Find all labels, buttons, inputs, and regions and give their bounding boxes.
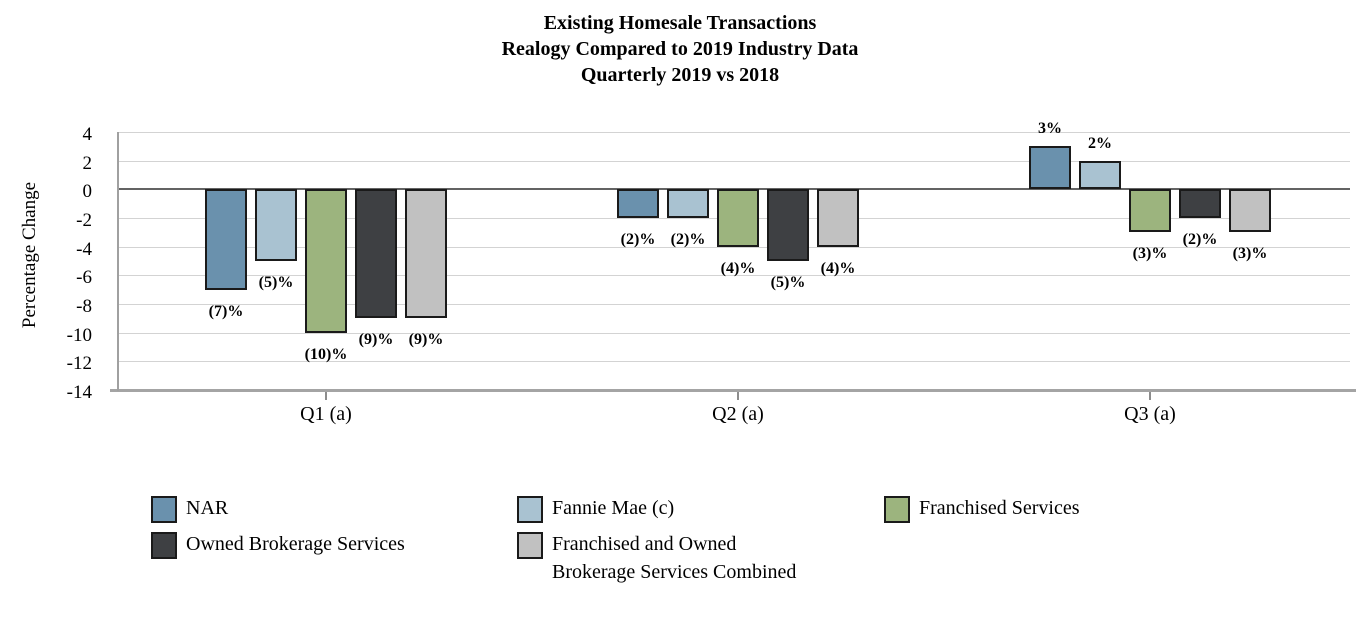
bar-value-label: (4)%	[820, 259, 856, 277]
gridline	[118, 160, 1350, 162]
y-tick-label: -12	[66, 353, 92, 375]
bar-value-label: (5)%	[770, 274, 806, 291]
bar-value-label: (2)%	[670, 231, 706, 248]
gridline	[118, 275, 1350, 277]
legend-item-nar: NAR	[151, 494, 228, 523]
legend-label-line2: Brokerage Services Combined	[552, 561, 797, 583]
nar-swatch-icon	[151, 496, 177, 523]
bar-q2-1	[617, 189, 659, 218]
bar-value-label: (2)%	[620, 231, 656, 248]
gridline	[118, 246, 1350, 248]
y-tick-label: 0	[82, 181, 93, 203]
x-category-label: Q2 (a)	[712, 403, 764, 425]
gridline	[118, 132, 1350, 133]
x-axis-line	[110, 389, 1356, 392]
bar-q3-5	[1229, 189, 1271, 233]
legend-label: NAR	[186, 497, 229, 519]
legend-label-line1: Franchised and Owned	[552, 533, 737, 555]
chart-title-line3: Quarterly 2019 vs 2018	[580, 64, 780, 86]
legend-label: Owned Brokerage Services	[186, 533, 405, 555]
bar-q2-5	[817, 189, 859, 247]
chart-title-line1: Existing Homesale Transactions	[543, 12, 817, 34]
gridline	[118, 304, 1350, 305]
bar-value-label: 3%	[1038, 120, 1062, 138]
gridline	[118, 332, 1350, 334]
y-tick-label: -8	[76, 296, 92, 317]
bar-q1-2	[255, 189, 297, 261]
bar-q2-4	[767, 189, 809, 261]
plot-left-border	[117, 132, 119, 391]
bar-value-label: (3)%	[1232, 245, 1268, 263]
bar-value-label: (7)%	[208, 302, 244, 320]
bar-value-label: (9)%	[358, 331, 394, 349]
y-tick-label: -6	[76, 267, 92, 289]
bar-q3-4	[1179, 189, 1221, 218]
x-axis-tick	[737, 392, 739, 400]
bar-value-label: (5)%	[258, 274, 294, 291]
bar-q3-3	[1129, 189, 1171, 233]
chart-title-line2: Realogy Compared to 2019 Industry Data	[501, 38, 859, 60]
bar-value-label: (3)%	[1132, 245, 1168, 263]
legend-item-owned-brokerage: Owned Brokerage Services	[151, 530, 405, 559]
bar-q3-2	[1079, 160, 1121, 190]
legend-label: Fannie Mae (c)	[552, 497, 675, 519]
legend-label: Franchised and Owned Brokerage Services …	[552, 530, 796, 586]
legend-item-fannie-mae: Fannie Mae (c)	[517, 494, 674, 523]
bar-value-label: (10)%	[304, 345, 348, 363]
y-tick-label: -2	[76, 210, 92, 231]
bar-q1-3	[305, 189, 347, 333]
bar-q1-5	[405, 189, 447, 319]
x-category-label: Q1 (a)	[300, 403, 352, 425]
y-tick-label: 4	[82, 124, 93, 145]
x-axis-tick	[1149, 392, 1151, 400]
bar-value-label: (4)%	[720, 259, 756, 277]
bar-q1-4	[355, 189, 397, 319]
y-tick-label: 2	[82, 152, 93, 174]
bar-q2-2	[667, 189, 709, 218]
combined-swatch-icon	[517, 532, 543, 559]
gridline	[118, 361, 1350, 363]
legend-item-combined: Franchised and Owned Brokerage Services …	[517, 530, 796, 586]
y-tick-label: -4	[76, 238, 92, 260]
franchised-services-swatch-icon	[884, 496, 910, 523]
bar-value-label: (9)%	[408, 331, 444, 349]
fannie-mae-swatch-icon	[517, 496, 543, 523]
bar-q3-1	[1029, 146, 1071, 190]
x-category-label: Q3 (a)	[1124, 403, 1176, 425]
bar-value-label: 2%	[1088, 134, 1112, 152]
bar-q1-1	[205, 189, 247, 290]
legend-item-franchised-services: Franchised Services	[884, 494, 1080, 523]
chart-title: Existing Homesale Transactions Realogy C…	[0, 10, 1360, 88]
bar-value-label: (2)%	[1182, 231, 1218, 248]
bar-q2-3	[717, 189, 759, 247]
y-tick-label: -14	[66, 382, 92, 403]
y-tick-label: -10	[66, 324, 92, 346]
legend-label: Franchised Services	[919, 497, 1080, 519]
owned-brokerage-swatch-icon	[151, 532, 177, 559]
x-axis-tick	[325, 392, 327, 400]
